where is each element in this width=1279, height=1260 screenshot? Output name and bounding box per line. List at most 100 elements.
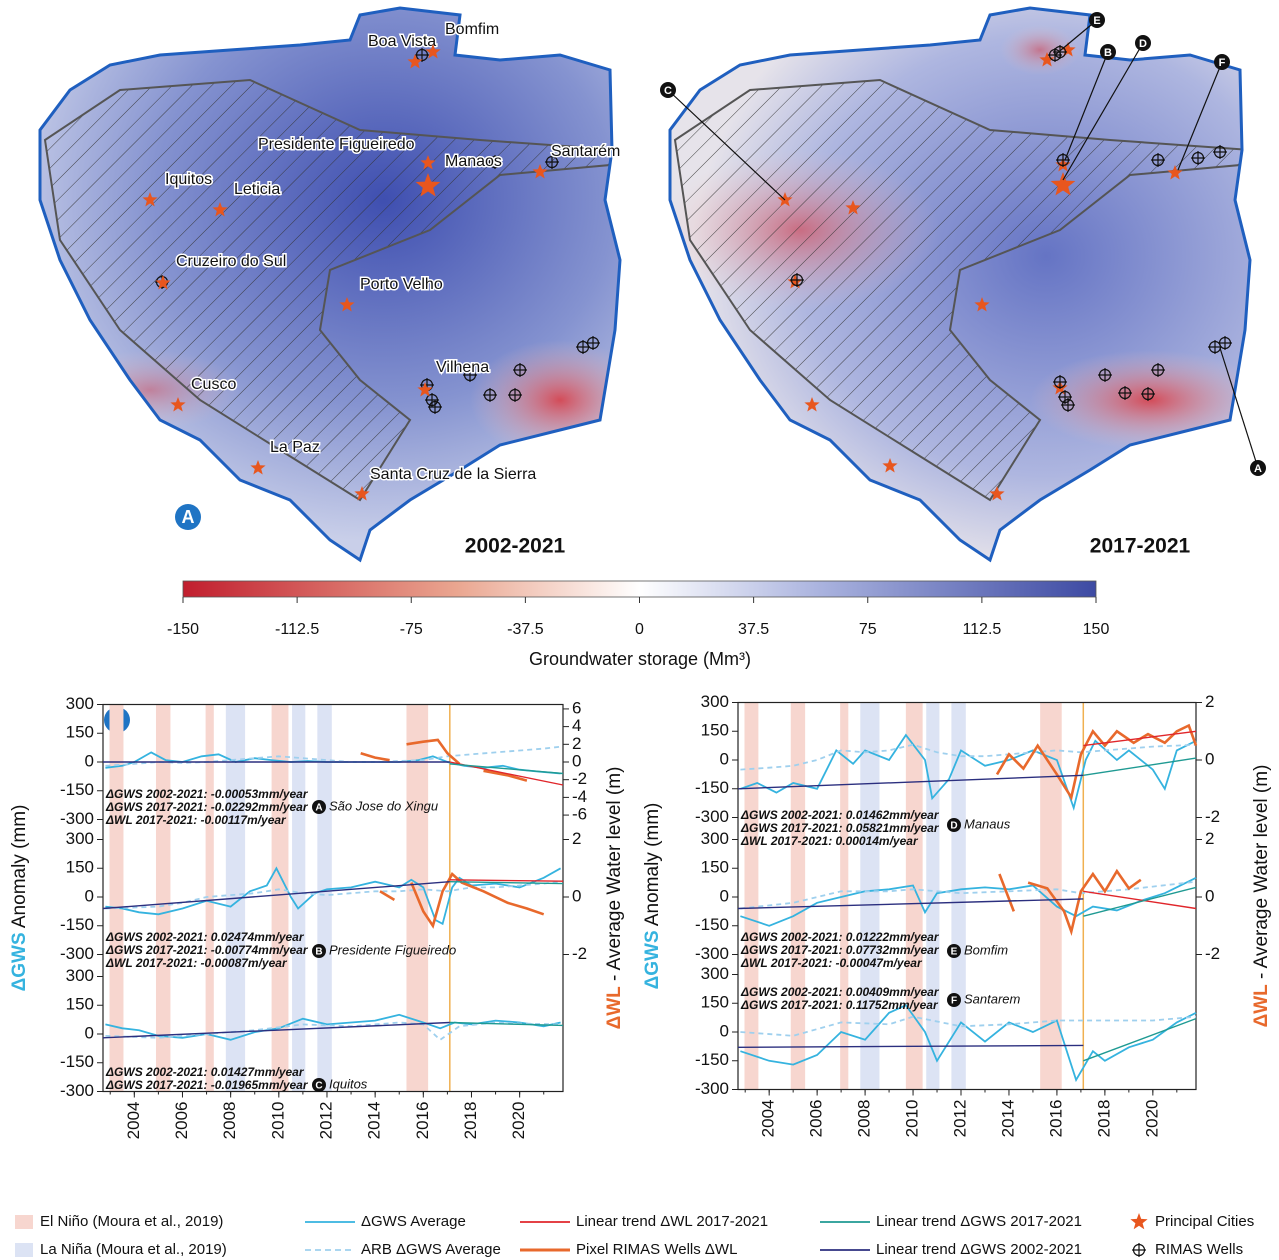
y-tick-label: -150 (695, 778, 729, 797)
leader-line (1062, 42, 1144, 181)
colorbar-tick-label: 112.5 (962, 621, 1001, 638)
x-tick-label: 2018 (1094, 1100, 1113, 1138)
colorbar-tick-label: -37.5 (507, 621, 544, 638)
city-label: Iquitos (165, 171, 212, 188)
x-tick-label: 2006 (807, 1100, 826, 1138)
site-name: Santarem (964, 991, 1021, 1006)
site-marker-label: A (1254, 463, 1262, 475)
x-tick-label: 2016 (413, 1102, 432, 1140)
y-tick-label: -300 (695, 1079, 729, 1098)
legend-label: Linear trend ΔGWS 2017-2021 (876, 1213, 1082, 1230)
y-tick-label: 300 (66, 694, 94, 713)
city-label: Vilhena (436, 359, 489, 376)
el-nino-band (205, 704, 214, 1092)
well (1151, 153, 1165, 167)
well (1141, 387, 1155, 401)
well (513, 363, 527, 377)
site-name: Iquitos (329, 1076, 368, 1091)
series-line (105, 745, 561, 767)
y-tick-label: -150 (695, 1050, 729, 1069)
city-star (407, 54, 423, 69)
city-label: Cruzeiro do Sul (176, 253, 286, 270)
la-nina-band (292, 704, 306, 1092)
colorbar-tick-label: 0 (635, 621, 644, 638)
y2-axis-label-prefix: ΔWL (1251, 984, 1272, 1028)
el-nino-band (744, 702, 759, 1090)
y2-axis-label-prefix: ΔWL (604, 986, 625, 1030)
x-tick-label: 2020 (509, 1102, 528, 1140)
y2-tick-label: 2 (1205, 829, 1214, 848)
well (1132, 1243, 1146, 1257)
y-tick-label: -300 (60, 1081, 94, 1100)
el-nino-band (1040, 702, 1062, 1090)
y-tick-label: 150 (701, 993, 729, 1012)
y2-axis-label: ΔWL - Average Water level (m) (1251, 765, 1272, 1028)
y2-tick-label: -2 (572, 769, 587, 788)
well (428, 400, 442, 414)
series-line (102, 881, 450, 910)
y-tick-label: 300 (701, 692, 729, 711)
site-name: Bomfim (964, 942, 1008, 957)
site-marker-label: B (1104, 47, 1112, 59)
y2-tick-label: 2 (572, 829, 581, 848)
y2-tick-label: 0 (572, 751, 581, 770)
site-marker-label: D (1139, 38, 1147, 50)
y2-axis-label-text: - Average Water level (m) (1251, 765, 1272, 985)
city-star (1039, 52, 1055, 67)
leader-line (1219, 347, 1259, 469)
y-tick-label: 300 (701, 829, 729, 848)
y2-tick-label: 6 (572, 698, 581, 717)
timeseries-panel: 2004 2006 2008 2010 2012 2014 2016 2018 2020ΔGWS… (642, 692, 1272, 1137)
site-name: Presidente Figueiredo (329, 942, 456, 957)
x-tick-label: 2012 (316, 1102, 335, 1140)
x-tick-label: 2006 (172, 1102, 191, 1140)
trend-annotation: ΔGWS 2017-2021: -0.00774mm/year (105, 943, 309, 957)
city-label: Santarém (551, 143, 620, 160)
site-marker (1100, 44, 1116, 60)
well (1191, 151, 1205, 165)
x-tick-label: 2014 (365, 1102, 384, 1140)
series-line (360, 738, 528, 782)
well (425, 393, 439, 407)
well (488, 155, 502, 169)
series-line (449, 879, 564, 882)
well (1056, 153, 1070, 167)
series-line (102, 1021, 450, 1039)
trend-annotation: ΔGWS 2002-2021: 0.01462mm/year (740, 808, 940, 822)
site-marker-label: F (1219, 57, 1226, 69)
y-tick-label: 0 (85, 886, 94, 905)
legend-swatch (15, 1243, 33, 1257)
site-marker-label: B (315, 947, 322, 958)
legend-label: RIMAS Wells (1155, 1241, 1243, 1258)
y2-tick-label: -6 (572, 805, 587, 824)
y2-axis-label-text: - Average Water level (m) (604, 767, 625, 987)
y-tick-label: -150 (60, 915, 94, 934)
trend-annotation: ΔGWS 2002-2021: 0.00409mm/year (740, 985, 940, 999)
la-nina-band (926, 702, 940, 1090)
well (545, 155, 559, 169)
city-label: Manaos (445, 153, 502, 170)
trend-annotation: ΔGWS 2017-2021: 0.11752mm/year (740, 998, 939, 1012)
map-period: 2002-2021 (465, 535, 566, 558)
city-label: Bomfim (445, 21, 499, 38)
x-tick-label: 2010 (268, 1102, 287, 1140)
city-star (420, 155, 436, 170)
y2-tick-label: 0 (1205, 886, 1214, 905)
x-tick-label: 2004 (759, 1100, 778, 1138)
trend-annotation: ΔGWS 2017-2021: -0.01965mm/year (105, 1078, 309, 1092)
well (463, 368, 477, 382)
y-tick-label: -300 (60, 944, 94, 963)
plot-frame (737, 701, 1197, 1091)
y2-tick-label: 2 (1205, 692, 1214, 711)
colorbar-tick-label: -112.5 (275, 621, 319, 638)
y-axis-label: ΔGWS Anomaly (mm) (642, 803, 663, 990)
x-tick-label: 2014 (998, 1100, 1017, 1138)
series-line (737, 774, 1084, 790)
site-marker-label: C (664, 85, 672, 97)
well (508, 388, 522, 402)
series-line (379, 871, 545, 929)
site-name: Manaus (964, 816, 1011, 831)
trend-annotation: ΔWL 2017-2021: -0.00117m/year (105, 813, 287, 827)
trend-annotation: ΔGWS 2017-2021: -0.02292mm/year (105, 800, 309, 814)
